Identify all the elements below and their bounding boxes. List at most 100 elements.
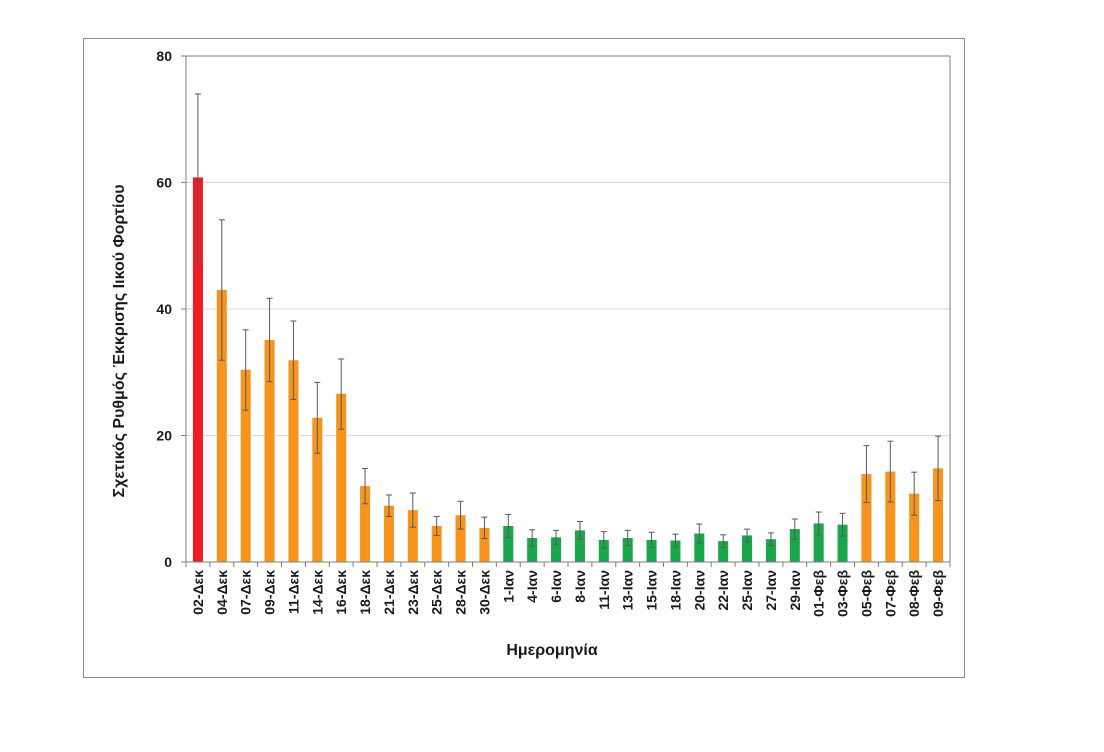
bar	[383, 505, 394, 562]
bar	[336, 393, 347, 562]
error-bar	[385, 494, 392, 517]
bar	[455, 515, 466, 562]
error-bar	[433, 515, 440, 536]
error-bar	[338, 358, 345, 430]
bar	[431, 525, 442, 562]
bar	[288, 360, 299, 562]
bars	[192, 177, 944, 562]
bar	[837, 524, 848, 562]
error-bar	[911, 471, 918, 516]
x-tick-label: 28-Δεκ	[453, 570, 469, 615]
error-bar	[600, 531, 607, 549]
bar	[718, 541, 729, 562]
bar	[646, 539, 657, 562]
bar	[861, 474, 872, 562]
error-bar	[409, 492, 416, 528]
bar	[598, 539, 609, 562]
bar	[885, 471, 896, 562]
x-tick-label: 05-Φεβ	[858, 570, 874, 617]
bar-chart: 0 20 40 60 80 02-Δεκ 04-Δεκ 07-Δεκ 09-Δεκ 11-Δεκ…	[111, 48, 951, 659]
error-bar	[194, 93, 201, 263]
y-tick-label: 60	[156, 175, 172, 191]
bar	[216, 290, 227, 562]
x-tick-label: 01-Φεβ	[811, 570, 827, 617]
bar	[694, 533, 705, 562]
error-bar	[505, 514, 512, 538]
bar	[813, 523, 824, 562]
error-bar	[839, 512, 846, 537]
error-bar	[791, 518, 798, 540]
x-tick-label: 22-Ιαν	[715, 570, 731, 611]
x-axis-title: Ημερομηνία	[506, 642, 598, 659]
bar	[312, 417, 323, 562]
error-bar	[720, 534, 727, 548]
error-bar	[481, 516, 488, 540]
error-bar	[935, 435, 942, 502]
bar	[742, 535, 753, 562]
error-bar	[863, 445, 870, 504]
error-bar	[242, 329, 249, 411]
error-bar	[815, 511, 822, 536]
error-bar	[314, 381, 321, 454]
x-tick-label: 03-Φεβ	[835, 570, 851, 617]
x-tick-label: 21-Δεκ	[381, 570, 397, 615]
x-tick-label: 25-Δεκ	[429, 570, 445, 615]
x-tick-label: 30-Δεκ	[476, 570, 492, 615]
x-tick-label: 29-Ιαν	[787, 570, 803, 611]
x-tick-label: 25-Ιαν	[739, 570, 755, 611]
error-bar	[624, 529, 631, 547]
error-bar	[218, 219, 225, 361]
x-tick-label: 18-Δεκ	[357, 570, 373, 615]
bar	[264, 339, 275, 562]
x-tick-label: 20-Ιαν	[691, 570, 707, 611]
x-tick-label: 09-Φεβ	[930, 570, 946, 617]
error-bar	[290, 320, 297, 400]
axes	[181, 55, 951, 567]
y-axis-title: Σχετικός Ρυθμός Έκκρισης Ιικού Φορτίου	[111, 184, 128, 497]
bar	[503, 525, 514, 562]
x-tick-label: 02-Δεκ	[190, 570, 206, 615]
x-tick-label: 16-Δεκ	[333, 570, 349, 615]
bar	[360, 486, 371, 562]
error-bar	[648, 531, 655, 548]
x-tick-label: 08-Φεβ	[906, 570, 922, 617]
x-tick-label: 09-Δεκ	[262, 570, 278, 615]
chart-frame: 0 20 40 60 80 02-Δεκ 04-Δεκ 07-Δεκ 09-Δεκ 11-Δεκ…	[83, 38, 965, 678]
bar	[407, 510, 418, 562]
x-tick-label: 23-Δεκ	[405, 570, 421, 615]
x-tick-labels: 02-Δεκ 04-Δεκ 07-Δεκ 09-Δεκ 11-Δεκ 14-Δεκ 16-Δ…	[190, 570, 946, 617]
y-tick-label: 0	[164, 554, 172, 570]
error-bar	[696, 523, 703, 544]
x-tick-label: 04-Δεκ	[214, 570, 230, 615]
bar	[622, 537, 633, 562]
x-tick-label: 14-Δεκ	[309, 570, 325, 615]
y-tick-label: 20	[156, 428, 172, 444]
bar	[479, 527, 490, 562]
bar	[765, 539, 776, 562]
error-bar	[576, 521, 583, 540]
bar	[240, 369, 251, 562]
x-tick-label: 11-Δεκ	[285, 570, 301, 614]
x-tick-label: 13-Ιαν	[620, 570, 636, 611]
x-tick-label: 11-Ιαν	[596, 570, 612, 610]
bar	[551, 537, 562, 562]
bar	[574, 530, 585, 562]
error-bar	[266, 297, 273, 383]
bar	[933, 468, 944, 562]
error-bar	[529, 529, 536, 547]
bar	[789, 529, 800, 562]
y-tick-labels: 0 20 40 60 80	[156, 48, 172, 570]
bar	[909, 493, 920, 562]
x-tick-label: 07-Δεκ	[238, 570, 254, 615]
x-tick-label: 4-Ιαν	[524, 570, 540, 603]
x-tick-label: 15-Ιαν	[644, 570, 660, 611]
error-bars	[194, 93, 942, 549]
x-tick-label: 6-Ιαν	[548, 570, 564, 603]
error-bar	[672, 533, 679, 548]
bar	[670, 540, 681, 562]
bar	[192, 177, 203, 562]
x-tick-label: 8-Ιαν	[572, 570, 588, 603]
error-bar	[887, 440, 894, 503]
bar	[527, 537, 538, 562]
error-bar	[744, 528, 751, 543]
